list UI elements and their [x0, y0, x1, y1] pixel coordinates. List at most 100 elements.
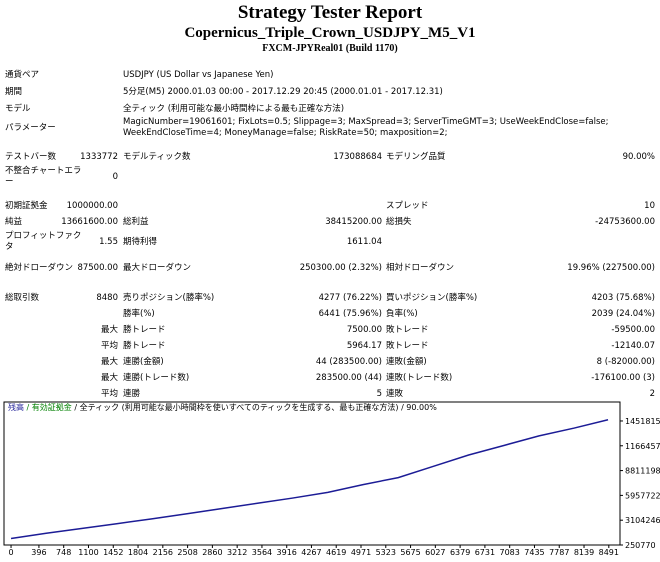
row-label: 期間 [5, 86, 23, 97]
y-tick-label: 250770 [625, 541, 656, 550]
chart-title: / 全ティック (利用可能な最小時間枠を使いすべてのティックを生成する、最も正確… [74, 402, 437, 412]
row-label: スプレッド [386, 200, 429, 211]
legend-equity: / 有効証拠金 [27, 402, 72, 412]
row-value: 173088684 [333, 151, 382, 162]
row-value: 90.00% [622, 151, 655, 162]
row-value: USDJPY (US Dollar vs Japanese Yen) [123, 69, 274, 80]
table-row: パラメーター MagicNumber=19061601; FixLots=0.5;… [0, 116, 660, 140]
x-tick-label: 4971 [351, 548, 371, 557]
row-label: モデル [5, 103, 31, 114]
report-subtitle: Copernicus_Triple_Crown_USDJPY_M5_V1 [184, 25, 476, 41]
x-tick-label: 5323 [376, 548, 396, 557]
row-label: モデリング品質 [386, 151, 446, 162]
x-tick-label: 1452 [103, 548, 123, 557]
table-row: 通貨ペア USDJPY (US Dollar vs Japanese Yen) [0, 69, 660, 81]
table-row: 不整合チャートエラー 0 [0, 166, 660, 188]
x-tick-label: 3916 [277, 548, 297, 557]
y-tick-label: 5957722 [625, 491, 660, 500]
x-tick-label: 0 [8, 548, 13, 557]
row-value: 4277 (76.22%) [318, 292, 382, 303]
x-tick-label: 2156 [153, 548, 173, 557]
row-label: 初期証拠金 [5, 200, 48, 211]
row-label: 不整合チャートエラー [5, 166, 82, 187]
row-value: 1333772 [80, 151, 118, 162]
row-value: MagicNumber=19061601; FixLots=0.5; Slipp… [123, 117, 609, 138]
row-value: -59500.00 [611, 324, 655, 335]
table-row: 純益 13661600.00 総利益 38415200.00 総損失 -24753600.… [0, 215, 660, 229]
x-tick-label: 5675 [400, 548, 420, 557]
table-row: 絶対ドローダウン 87500.00 最大ドローダウン 250300.00 (2.32%… [0, 255, 660, 281]
y-tick-label: 11664576 [625, 442, 660, 451]
x-tick-label: 8139 [574, 548, 594, 557]
row-value: 2039 (24.04%) [591, 308, 655, 319]
y-tick-label: 3104246 [625, 516, 660, 525]
row-label: 通貨ペア [5, 69, 40, 80]
row-value: 1611.04 [346, 236, 382, 247]
row-label: 勝トレード [123, 324, 166, 335]
x-tick-label: 4619 [326, 548, 346, 557]
legend-balance: 残高 [8, 402, 24, 412]
row-label: 総利益 [123, 216, 149, 227]
table-row: プロフィットファクタ 1.55 期待利得 1611.04 [0, 231, 660, 253]
row-value: 5964.17 [346, 340, 382, 351]
row-label: 連勝 [123, 388, 141, 399]
row-label: 総取引数 [5, 292, 40, 303]
row-value: 2 [649, 388, 655, 399]
row-value: -176100.00 (3) [591, 372, 655, 383]
row-label: プロフィットファクタ [5, 231, 82, 252]
table-row: 最大 連勝(金額) 44 (283500.00) 連敗(金額) 8 (-82000.00… [0, 355, 660, 369]
row-value: 1000000.00 [66, 200, 118, 211]
row-label: 総損失 [386, 216, 412, 227]
row-label: 最大ドローダウン [123, 262, 192, 273]
y-tick-label: 8811198 [625, 467, 660, 476]
x-tick-label: 6027 [425, 548, 445, 557]
x-tick-label: 1100 [78, 548, 98, 557]
row-value: 8 (-82000.00) [596, 356, 655, 367]
x-tick-label: 7083 [500, 548, 520, 557]
table-row: 平均 連勝 5 連敗 2 [0, 387, 660, 401]
row-value: 1.55 [99, 236, 118, 247]
row-label: 負率(%) [386, 308, 418, 319]
y-tick-label: 14518151 [625, 417, 660, 426]
row-label: 連敗 [386, 388, 404, 399]
row-label: テストバー数 [5, 151, 57, 162]
report-title: Strategy Tester Report [237, 2, 423, 23]
row-label: 敗トレード [386, 324, 429, 335]
row-value: 全ティック (利用可能な最小時間枠による最も正確な方法) [123, 103, 345, 114]
x-tick-label: 8491 [599, 548, 619, 557]
table-row: 平均 勝トレード 5964.17 敗トレード -12140.07 [0, 339, 660, 353]
row-value: 4203 (75.68%) [591, 292, 655, 303]
row-value: 平均 [100, 388, 118, 399]
table-row: 初期証拠金 1000000.00 スプレッド 10 [0, 199, 660, 213]
chart-header: 残高 / 有効証拠金 / 全ティック (利用可能な最小時間枠を使いすべてのティッ… [8, 402, 437, 412]
row-label: 相対ドローダウン [386, 262, 455, 273]
x-tick-label: 7435 [524, 548, 544, 557]
balance-chart: 残高 / 有効証拠金 / 全ティック (利用可能な最小時間枠を使いすべてのティッ… [3, 401, 660, 557]
table-row: 勝率(%) 6441 (75.96%) 負率(%) 2039 (24.04%) [0, 307, 660, 321]
row-value: 8480 [96, 292, 118, 303]
x-tick-label: 3212 [227, 548, 247, 557]
row-value: 19.96% (227500.00) [567, 262, 655, 273]
row-value: 最大 [100, 372, 118, 383]
row-value: 6441 (75.96%) [318, 308, 382, 319]
row-label: 純益 [5, 216, 23, 227]
row-label: 売りポジション(勝率%) [123, 292, 215, 303]
row-label: 絶対ドローダウン [5, 262, 74, 273]
x-tick-label: 1804 [128, 548, 148, 557]
row-value: 平均 [100, 340, 118, 351]
x-tick-label: 6379 [450, 548, 470, 557]
table-row: 最大 勝トレード 7500.00 敗トレード -59500.00 [0, 323, 660, 337]
row-value: 0 [112, 171, 118, 182]
row-value: -24753600.00 [595, 216, 655, 227]
plot-frame [3, 401, 621, 546]
row-value: -12140.07 [611, 340, 655, 351]
row-label: 連勝(金額) [123, 356, 164, 367]
row-label: 期待利得 [123, 236, 158, 247]
row-label: 勝トレード [123, 340, 166, 351]
x-tick-label: 2508 [177, 548, 197, 557]
server: FXCM-JPYReal01 (Build 1170) [262, 43, 398, 54]
row-value: 5 [376, 388, 382, 399]
row-value: 5分足(M5) 2000.01.03 00:00 - 2017.12.29 20… [123, 86, 443, 97]
table-row: 期間 5分足(M5) 2000.01.03 00:00 - 2017.12.29 … [0, 86, 660, 98]
row-label: 連敗(金額) [386, 356, 427, 367]
